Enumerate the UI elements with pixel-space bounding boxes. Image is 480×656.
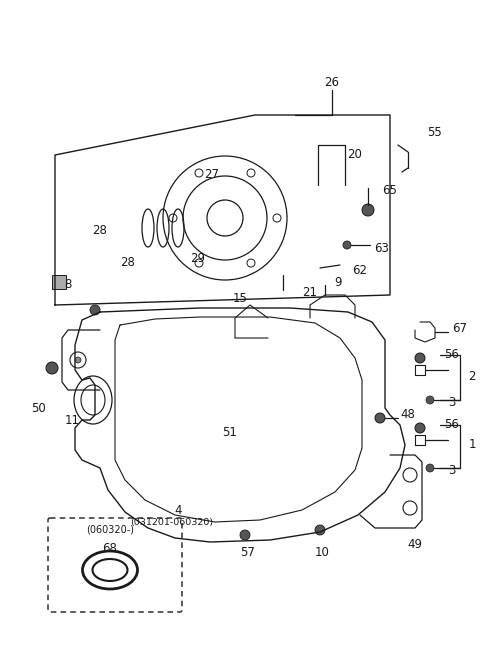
Text: 15: 15: [233, 291, 247, 304]
Circle shape: [415, 423, 425, 433]
Text: 48: 48: [401, 409, 415, 422]
Circle shape: [75, 357, 81, 363]
Text: 1: 1: [468, 438, 476, 451]
Text: 2: 2: [468, 371, 476, 384]
Text: 68: 68: [103, 541, 118, 554]
Text: 26: 26: [324, 75, 339, 89]
Text: 67: 67: [453, 321, 468, 335]
Text: 10: 10: [314, 546, 329, 558]
Circle shape: [362, 204, 374, 216]
Text: (031201-060320): (031201-060320): [131, 518, 214, 527]
Text: 8: 8: [64, 279, 72, 291]
Circle shape: [315, 525, 325, 535]
Text: 28: 28: [93, 224, 108, 237]
Text: (060320-): (060320-): [86, 525, 134, 535]
Text: 29: 29: [191, 251, 205, 264]
FancyBboxPatch shape: [48, 518, 182, 612]
Text: 4: 4: [174, 504, 182, 516]
Circle shape: [240, 530, 250, 540]
Text: 49: 49: [408, 539, 422, 552]
Text: 55: 55: [428, 125, 443, 138]
Text: 57: 57: [240, 546, 255, 558]
Bar: [52, 275, 66, 289]
Circle shape: [415, 353, 425, 363]
Text: 21: 21: [302, 285, 317, 298]
Text: 3: 3: [448, 464, 456, 476]
Text: 28: 28: [120, 256, 135, 270]
Circle shape: [426, 396, 434, 404]
Circle shape: [46, 362, 58, 374]
Text: 63: 63: [374, 241, 389, 255]
Text: 50: 50: [31, 401, 46, 415]
Text: 51: 51: [223, 426, 238, 438]
Circle shape: [375, 413, 385, 423]
Circle shape: [90, 305, 100, 315]
Text: 65: 65: [383, 184, 397, 197]
Text: 9: 9: [334, 276, 342, 289]
Text: 20: 20: [348, 148, 362, 161]
Text: 11: 11: [64, 413, 80, 426]
Text: 62: 62: [352, 264, 368, 276]
Text: 3: 3: [448, 396, 456, 409]
Text: 27: 27: [204, 169, 219, 182]
Circle shape: [426, 464, 434, 472]
Circle shape: [343, 241, 351, 249]
Text: 56: 56: [444, 419, 459, 432]
Text: 56: 56: [444, 348, 459, 361]
